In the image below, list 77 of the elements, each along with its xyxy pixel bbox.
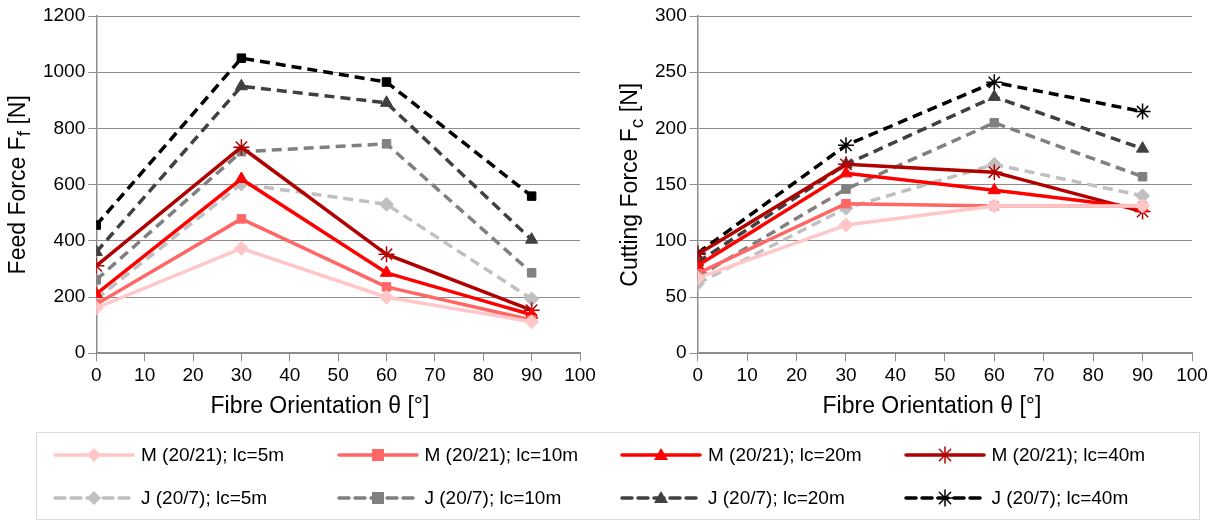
y-tick-label: 0 bbox=[74, 341, 86, 363]
x-tick-label: 60 bbox=[375, 363, 398, 385]
x-tick-label: 30 bbox=[230, 363, 252, 385]
x-tick-label: 70 bbox=[424, 363, 446, 385]
legend-label: J (20/7); lc=5m bbox=[141, 486, 268, 509]
legend-label: J (20/7); lc=10m bbox=[424, 486, 562, 509]
point bbox=[987, 182, 1001, 195]
y-tick-label: 0 bbox=[676, 341, 687, 363]
point bbox=[381, 282, 392, 292]
point bbox=[381, 139, 392, 149]
x-tick-label: 80 bbox=[472, 363, 494, 385]
x-tick-label: 100 bbox=[1176, 363, 1208, 385]
x-tick-label: 60 bbox=[983, 363, 1005, 385]
point bbox=[987, 89, 1001, 101]
legend-label: M (20/21); lc=5m bbox=[141, 443, 285, 466]
point bbox=[236, 53, 247, 63]
y-tick-label: 800 bbox=[53, 116, 86, 138]
y-tick-label: 400 bbox=[53, 229, 86, 251]
legend-label: J (20/7); lc=20m bbox=[708, 486, 845, 509]
point bbox=[841, 198, 851, 209]
y-tick-label: 200 bbox=[655, 116, 687, 138]
x-axis-title: Fibre Orientation θ [°] bbox=[821, 392, 1043, 419]
x-tick-label: 40 bbox=[884, 363, 906, 385]
x-tick-label: 20 bbox=[785, 363, 808, 385]
y-tick-label: 250 bbox=[655, 60, 687, 82]
y-tick-label: 200 bbox=[53, 285, 86, 307]
x-tick-label: 40 bbox=[279, 363, 301, 385]
point bbox=[381, 77, 392, 87]
x-tick-label: 70 bbox=[1033, 363, 1055, 385]
point bbox=[526, 268, 537, 278]
legend-label: M (20/21); lc=20m bbox=[708, 443, 862, 466]
point bbox=[1136, 141, 1150, 153]
x-axis-title: Fibre Orientation θ [°] bbox=[209, 392, 431, 419]
point bbox=[236, 214, 247, 224]
legend-label: M (20/21); lc=40m bbox=[991, 443, 1146, 466]
point bbox=[838, 217, 854, 233]
point bbox=[839, 165, 853, 178]
x-tick-label: 0 bbox=[692, 363, 703, 385]
point bbox=[379, 95, 394, 107]
point bbox=[985, 73, 1004, 92]
point bbox=[837, 136, 855, 155]
point bbox=[841, 184, 851, 194]
x-tick-label: 20 bbox=[182, 363, 204, 385]
point bbox=[989, 118, 1000, 128]
y-tick-label: 50 bbox=[665, 285, 687, 307]
y-tick-label: 1200 bbox=[42, 4, 86, 26]
x-tick-label: 80 bbox=[1082, 363, 1104, 385]
x-tick-label: 90 bbox=[521, 363, 543, 385]
point bbox=[377, 245, 396, 264]
point bbox=[233, 240, 249, 256]
point bbox=[525, 232, 539, 244]
point bbox=[379, 196, 395, 212]
point bbox=[379, 289, 395, 305]
y-tick-label: 300 bbox=[655, 4, 687, 26]
x-tick-label: 10 bbox=[134, 363, 156, 385]
point bbox=[1137, 171, 1148, 182]
point bbox=[526, 191, 537, 201]
point bbox=[232, 138, 251, 156]
point bbox=[234, 78, 248, 91]
point bbox=[524, 314, 540, 330]
point bbox=[524, 291, 540, 307]
point bbox=[234, 171, 248, 183]
legend-label: M (20/21); lc=10m bbox=[424, 443, 579, 466]
x-tick-label: 0 bbox=[90, 363, 102, 385]
y-tick-label: 100 bbox=[655, 229, 687, 251]
x-tick-label: 90 bbox=[1132, 363, 1154, 385]
y-tick-label: 150 bbox=[655, 172, 687, 194]
x-tick-label: 50 bbox=[934, 363, 956, 385]
x-tick-label: 50 bbox=[327, 363, 349, 385]
point bbox=[1133, 102, 1152, 121]
x-tick-label: 30 bbox=[835, 363, 857, 385]
x-tick-label: 100 bbox=[564, 363, 596, 385]
point bbox=[379, 265, 394, 277]
x-tick-label: 10 bbox=[736, 363, 758, 385]
y-tick-label: 600 bbox=[53, 172, 86, 194]
legend-label: J (20/7); lc=40m bbox=[991, 486, 1129, 509]
y-tick-label: 1000 bbox=[42, 60, 86, 82]
